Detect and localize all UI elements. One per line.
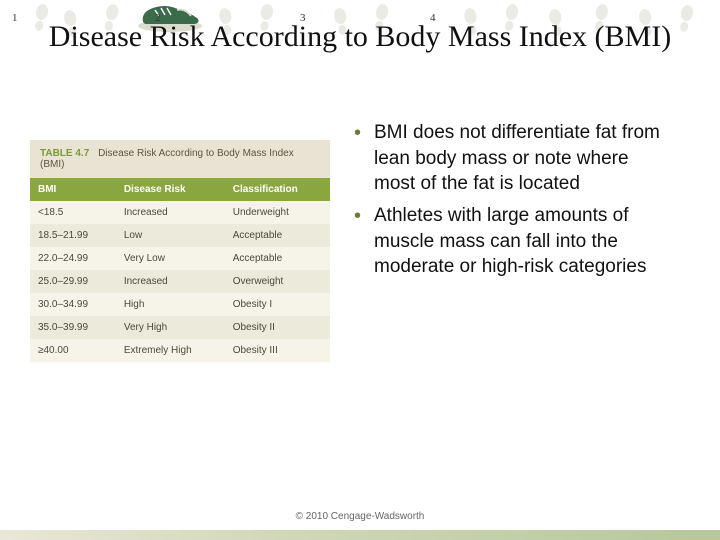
table-caption: TABLE 4.7 Disease Risk According to Body… xyxy=(30,140,330,178)
table-cell: Acceptable xyxy=(225,224,330,247)
table-cell: Acceptable xyxy=(225,247,330,270)
table-cell: Very High xyxy=(116,316,225,339)
table-row: ≥40.00Extremely HighObesity III xyxy=(30,339,330,362)
table-cell: Very Low xyxy=(116,247,225,270)
table-cell: Overweight xyxy=(225,270,330,293)
footer-bar xyxy=(0,530,720,540)
table-cell: Obesity I xyxy=(225,293,330,316)
table-cell: <18.5 xyxy=(30,201,116,224)
table-cell: Increased xyxy=(116,201,225,224)
table-header: BMI xyxy=(30,178,116,201)
bmi-table-container: TABLE 4.7 Disease Risk According to Body… xyxy=(0,120,340,362)
table-cell: Obesity III xyxy=(225,339,330,362)
table-cell: Increased xyxy=(116,270,225,293)
table-caption-label: TABLE 4.7 xyxy=(40,148,89,159)
table-row: 18.5–21.99LowAcceptable xyxy=(30,224,330,247)
table-cell: 22.0–24.99 xyxy=(30,247,116,270)
table-cell: ≥40.00 xyxy=(30,339,116,362)
table-cell: Obesity II xyxy=(225,316,330,339)
table-cell: 25.0–29.99 xyxy=(30,270,116,293)
table-cell: High xyxy=(116,293,225,316)
bullet-item: Athletes with large amounts of muscle ma… xyxy=(350,203,670,280)
bullet-item: BMI does not differentiate fat from lean… xyxy=(350,120,670,197)
table-row: 22.0–24.99Very LowAcceptable xyxy=(30,247,330,270)
table-cell: Extremely High xyxy=(116,339,225,362)
table-header: Disease Risk xyxy=(116,178,225,201)
table-cell: 35.0–39.99 xyxy=(30,316,116,339)
table-header: Classification xyxy=(225,178,330,201)
table-row: <18.5IncreasedUnderweight xyxy=(30,201,330,224)
table-row: 30.0–34.99HighObesity I xyxy=(30,293,330,316)
table-cell: 18.5–21.99 xyxy=(30,224,116,247)
bmi-table: BMI Disease Risk Classification <18.5Inc… xyxy=(30,178,330,362)
page-title: Disease Risk According to Body Mass Inde… xyxy=(0,18,720,56)
bullet-list: BMI does not differentiate fat from lean… xyxy=(340,120,700,362)
content-area: TABLE 4.7 Disease Risk According to Body… xyxy=(0,120,720,362)
table-cell: Underweight xyxy=(225,201,330,224)
table-row: 25.0–29.99IncreasedOverweight xyxy=(30,270,330,293)
table-cell: 30.0–34.99 xyxy=(30,293,116,316)
copyright-footer: © 2010 Cengage-Wadsworth xyxy=(0,511,720,522)
table-cell: Low xyxy=(116,224,225,247)
table-row: 35.0–39.99Very HighObesity II xyxy=(30,316,330,339)
